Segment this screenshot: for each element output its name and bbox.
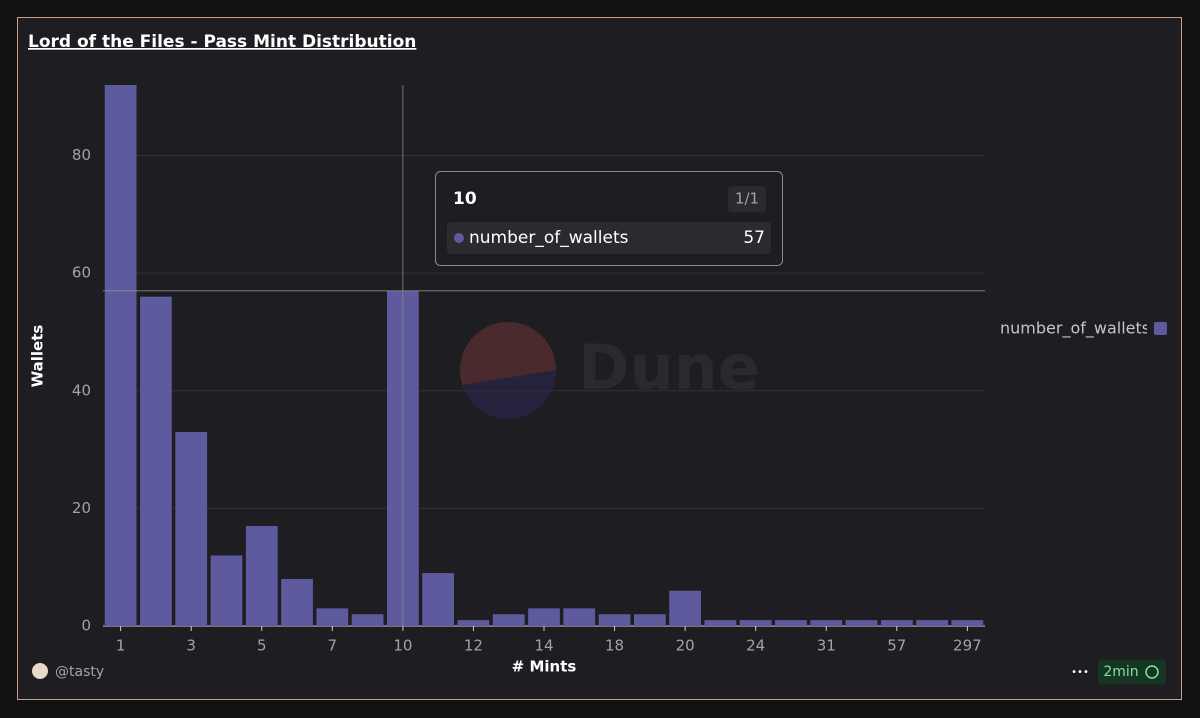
x-tick-label: 31 [817, 637, 836, 655]
bar [492, 614, 525, 626]
tooltip-row [447, 222, 771, 254]
tooltip-swatch [454, 233, 464, 243]
tooltip-title: 10 [453, 189, 477, 209]
y-axis-label: Wallets [29, 325, 47, 388]
bar [281, 578, 313, 626]
bar [845, 620, 878, 626]
bar [704, 620, 737, 626]
avatar [32, 663, 48, 679]
author[interactable]: @tasty [55, 664, 104, 680]
y-tick-label: 0 [81, 617, 91, 635]
x-tick-label: 12 [464, 637, 483, 655]
tooltip-counter-bg [728, 186, 766, 212]
bar [245, 526, 278, 626]
x-axis-label: # Mints [512, 658, 577, 676]
bar [210, 555, 243, 626]
x-tick-label: 18 [605, 637, 624, 655]
x-tick-label: 7 [328, 637, 338, 655]
x-tick-label: 297 [953, 637, 982, 655]
tooltip-series: number_of_wallets [469, 228, 629, 248]
x-tick-label: 10 [393, 637, 412, 655]
bar [880, 620, 913, 626]
x-tick-label: 20 [676, 637, 695, 655]
bar [175, 431, 208, 626]
refresh-time: 2min [1103, 664, 1138, 680]
bar [140, 296, 172, 626]
bar [528, 608, 560, 626]
menu[interactable]: ••• [1071, 667, 1089, 678]
bar [422, 573, 455, 626]
x-tick-label: 5 [257, 637, 267, 655]
y-tick-label: 80 [72, 146, 91, 164]
bar [457, 620, 490, 626]
bar [810, 620, 843, 626]
bar [104, 85, 137, 626]
x-tick-label: 1 [116, 637, 126, 655]
bar [351, 614, 384, 626]
x-tick-label: 57 [887, 637, 906, 655]
watermark-logo-part [462, 370, 557, 420]
bar [775, 620, 807, 626]
bar [916, 620, 948, 626]
legend-swatch [1154, 322, 1167, 335]
legend-label: number_of_wallets [1000, 319, 1150, 339]
chart-title[interactable]: Lord of the Files - Pass Mint Distributi… [28, 32, 416, 52]
y-tick-label: 40 [72, 381, 91, 399]
refresh-icon [1145, 665, 1159, 679]
x-tick-label: 24 [746, 637, 765, 655]
bar [563, 608, 596, 626]
y-tick-label: 60 [72, 264, 91, 282]
x-tick-label: 14 [534, 637, 553, 655]
tooltip-counter: 1/1 [735, 190, 759, 208]
y-tick-label: 20 [72, 499, 91, 517]
bar [669, 590, 701, 626]
bar [633, 614, 666, 626]
bar [598, 614, 631, 626]
watermark: Dune [578, 331, 760, 404]
bar [951, 620, 984, 626]
bar [316, 608, 349, 626]
x-tick-label: 3 [186, 637, 196, 655]
tooltip-value: 57 [743, 228, 765, 248]
bar [739, 620, 772, 626]
